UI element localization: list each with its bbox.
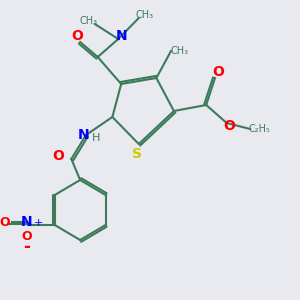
Text: +: + [34,218,43,229]
Text: N: N [77,128,89,142]
Text: N: N [21,215,33,229]
Text: H: H [92,133,100,143]
Text: O: O [224,119,236,133]
Text: O: O [71,29,83,43]
Text: CH₃: CH₃ [136,10,154,20]
Text: N: N [116,29,127,43]
Text: O: O [0,215,10,229]
Text: CH₃: CH₃ [171,46,189,56]
Text: O: O [22,230,32,244]
Text: S: S [132,148,142,161]
Text: O: O [52,149,64,163]
Text: -: - [23,238,30,256]
Text: O: O [212,65,224,79]
Text: C₂H₅: C₂H₅ [248,124,270,134]
Text: CH₃: CH₃ [80,16,98,26]
